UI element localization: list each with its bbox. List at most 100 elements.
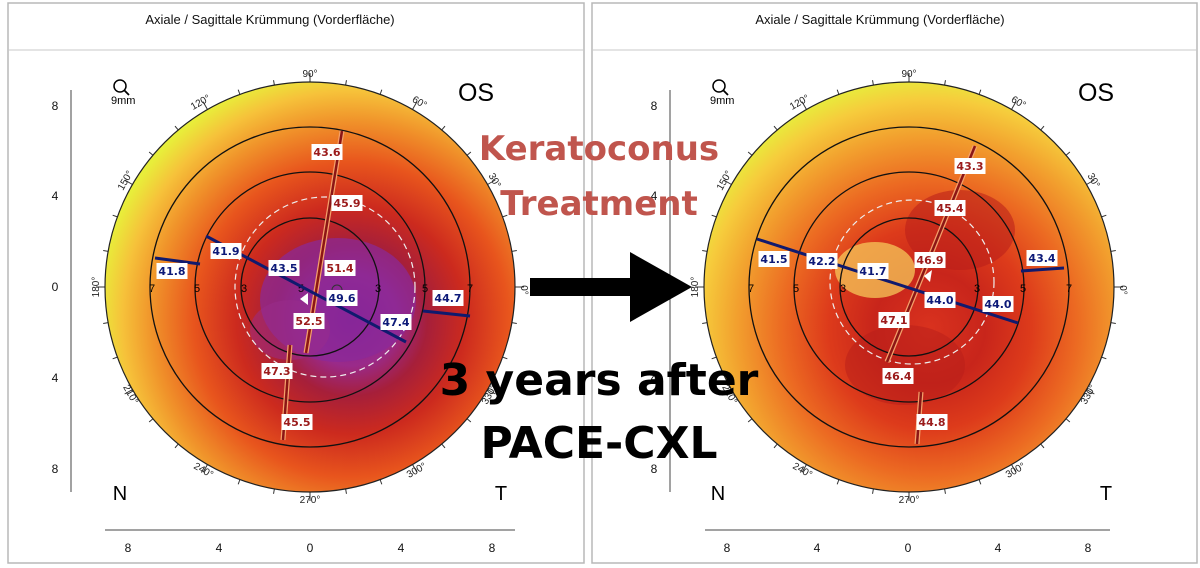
- flat-value-label: 47.4: [382, 316, 409, 329]
- perimeter-tick: [1011, 464, 1017, 473]
- perimeter-tick: [345, 80, 347, 86]
- perimeter-tick: [747, 418, 753, 423]
- steep-value-label: 47.1: [880, 314, 907, 327]
- curvature-values: 43.3 45.4 46.9 47.1 46.4 44.8 41.5 42.2 41.7 44.0…: [758, 158, 1058, 430]
- vertical-tick-labels: 8 4 0 4 8: [52, 99, 59, 476]
- perimeter-tick: [345, 488, 347, 494]
- perimeter-tick: [1110, 250, 1116, 252]
- map-border: [703, 81, 1115, 493]
- ring-label: 7: [748, 283, 754, 295]
- magnifier-icon[interactable]: [712, 79, 726, 93]
- right-arrow-icon: [630, 252, 692, 322]
- perimeter-tick: [1040, 443, 1045, 449]
- perimeter-tick: [237, 479, 241, 485]
- topography-panel-postop: Axiale / Sagittale Krümmung (Vorderfläch…: [591, 2, 1198, 564]
- eye-label: OS: [1078, 79, 1114, 107]
- perimeter-tick: [1040, 125, 1045, 131]
- perimeter-tick: [801, 464, 807, 473]
- v-tick-label: 4: [52, 189, 59, 203]
- apex-marker-icon: [300, 293, 308, 305]
- perimeter-tick: [466, 151, 472, 156]
- nasal-label: N: [711, 483, 725, 505]
- magnifier-icon-handle: [123, 89, 130, 96]
- panel-title: Axiale / Sagittale Krümmung (Vorderfläch…: [145, 12, 394, 27]
- perimeter-tick: [511, 250, 517, 252]
- overlay-subtitle-line2: PACE-CXL: [480, 418, 717, 469]
- v-tick-label: 8: [651, 99, 658, 113]
- steep-value-label: 46.4: [884, 370, 911, 383]
- ring-label: 5: [194, 283, 200, 295]
- perimeter-tick: [502, 356, 508, 360]
- flat-value-box: [857, 263, 889, 279]
- h-tick-label: 0: [905, 541, 912, 555]
- topography-panel-preop: Axiale / Sagittale Krümmung (Vorderfläch…: [7, 2, 585, 564]
- perimeter-tick: [1101, 214, 1107, 218]
- ring-label: 3: [974, 283, 980, 295]
- map-border: [104, 81, 516, 493]
- flat-value-box: [924, 292, 956, 308]
- flat-value-label: 43.4: [1028, 252, 1055, 265]
- perimeter-tick: [148, 418, 154, 423]
- ring-5mm: [793, 171, 1025, 403]
- magnifier-icon[interactable]: [113, 79, 127, 93]
- perimeter-tick: [487, 389, 496, 395]
- perimeter-tick: [412, 464, 418, 473]
- v-tick-label: 4: [651, 189, 658, 203]
- flat-axis-line: [154, 256, 201, 266]
- flat-value-label: 41.9: [212, 245, 239, 258]
- perimeter-tick: [273, 80, 275, 86]
- steep-value-label: 43.6: [313, 146, 340, 159]
- h-tick-label: 8: [724, 541, 731, 555]
- ring-7mm: [748, 126, 1070, 448]
- steep-value-box: [882, 368, 914, 384]
- steep-value-box: [914, 252, 946, 268]
- perimeter-tick: [702, 322, 708, 324]
- perimeter-tick: [379, 479, 383, 485]
- center-label: 5: [298, 283, 304, 295]
- annotation-overlay: Keratoconus Treatment 3 years after PACE…: [440, 129, 759, 469]
- flat-value-label: 44.0: [984, 298, 1011, 311]
- perimeter-tick: [112, 356, 118, 360]
- ring-7mm: [149, 126, 471, 448]
- flat-value-box: [758, 251, 790, 267]
- ring-5mm: [194, 171, 426, 403]
- magnifier-icon-handle: [722, 89, 729, 96]
- overlay-title-line1: Keratoconus: [479, 129, 719, 169]
- perimeter-tick: [466, 418, 472, 423]
- flat-value-label: 44.0: [926, 294, 953, 307]
- horizontal-tick-labels: 8 4 0 4 8: [724, 541, 1092, 555]
- h-tick-label: 4: [814, 541, 821, 555]
- perimeter-tick: [773, 125, 778, 131]
- perimeter-tick: [487, 179, 496, 185]
- perimeter-tick: [124, 179, 133, 185]
- zoom-control[interactable]: 9mm: [111, 79, 135, 107]
- flat-value-label: 42.2: [808, 255, 835, 268]
- deg-label: 90°: [901, 69, 916, 80]
- zoom-label: 9mm: [710, 95, 734, 107]
- eye-label: OS: [458, 79, 494, 107]
- perimeter-tick: [103, 250, 109, 252]
- steep-value-box: [916, 414, 948, 430]
- ring-label: 7: [467, 283, 473, 295]
- temporal-label: T: [1100, 483, 1112, 505]
- perimeter-tick: [1101, 356, 1107, 360]
- flat-value-box: [982, 296, 1014, 312]
- flat-value-box: [432, 290, 464, 306]
- deg-label: 90°: [302, 69, 317, 80]
- perimeter-tick: [944, 80, 946, 86]
- steep-value-label: 45.9: [333, 197, 360, 210]
- flat-value-box: [1026, 250, 1058, 266]
- h-tick-label: 4: [216, 541, 223, 555]
- steep-value-label: 43.3: [956, 160, 983, 173]
- h-tick-label: 4: [995, 541, 1002, 555]
- nasal-label: N: [113, 483, 127, 505]
- perimeter-tick: [124, 389, 133, 395]
- perimeter-tick: [1086, 389, 1095, 395]
- zoom-control[interactable]: 9mm: [710, 79, 734, 107]
- perimeter-tick: [112, 214, 118, 218]
- perimeter-tick: [502, 214, 508, 218]
- overlay-subtitle-line1: 3 years after: [440, 355, 759, 406]
- overlay-title-line2: Treatment: [500, 184, 697, 224]
- flat-value-box: [210, 243, 242, 259]
